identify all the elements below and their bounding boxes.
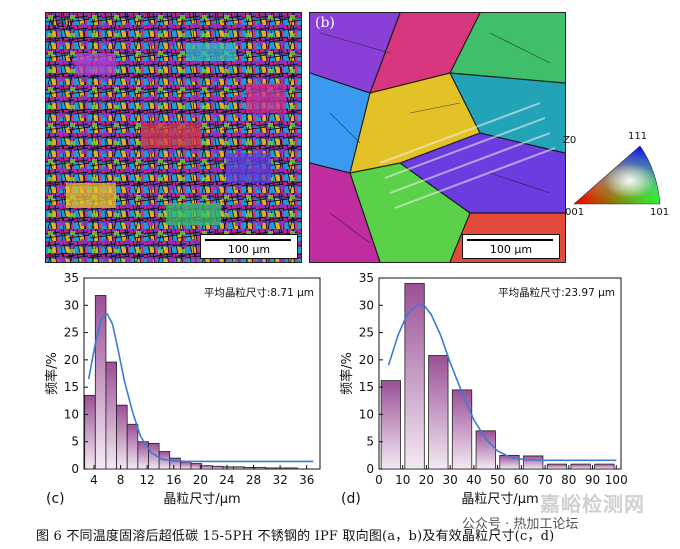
histogram-bar [523, 455, 544, 470]
histogram-bar [275, 467, 288, 470]
figure-caption: 图 6 不同温度固溶后超低碳 15-5PH 不锈钢的 IPF 取向图(a，b)及… [36, 529, 555, 544]
y-tick-label: 35 [359, 271, 374, 285]
fit-curve [87, 312, 314, 463]
panel-label: (d) [341, 491, 361, 507]
y-tick-label: 30 [64, 298, 79, 312]
histogram-bar [116, 404, 128, 470]
scale-bar-line [205, 239, 291, 241]
y-tick-label: 5 [366, 435, 374, 449]
histogram-bar [594, 463, 615, 470]
scale-bar-text: 100 μm [227, 243, 271, 256]
x-tick-label: 8 [117, 473, 125, 487]
ipf-map-b: (b) 100 μm [309, 12, 566, 263]
panel-label-a: (a) [51, 15, 71, 31]
x-tick-label: 40 [466, 473, 481, 487]
histogram-bar [380, 380, 401, 470]
histogram-bar [451, 389, 473, 470]
histogram-bar [286, 467, 298, 470]
ipf-triangle [573, 145, 661, 205]
x-tick-label: 20 [193, 473, 208, 487]
ipf-color-key: Z0 111 001 101 [562, 128, 674, 220]
histogram-bar [105, 361, 117, 470]
histogram-bar [428, 355, 449, 470]
x-tick-label: 30 [443, 473, 458, 487]
x-tick-label: 10 [395, 473, 410, 487]
ipf-map-a-image [46, 13, 301, 262]
x-axis-label: 晶粒尺寸/μm [461, 492, 538, 507]
x-tick-label: 28 [246, 473, 261, 487]
x-tick-label: 70 [537, 473, 552, 487]
y-tick-label: 35 [64, 271, 79, 285]
y-axis-label: 频率/% [44, 352, 60, 395]
x-tick-label: 100 [605, 473, 628, 487]
y-tick-label: 0 [366, 462, 374, 476]
ipf-label-001: 001 [565, 207, 585, 218]
histogram-bar [254, 466, 266, 470]
mean-size-annotation: 平均晶粒尺寸:8.71 μm [204, 286, 314, 299]
wechat-account: 公众号 · 热加工论坛 [462, 517, 579, 532]
scale-bar-b: 100 μm [462, 234, 560, 259]
scale-bar-line [467, 239, 553, 241]
y-axis-label: 频率/% [339, 352, 355, 395]
histogram-bar [84, 394, 96, 470]
y-tick-label: 15 [64, 380, 79, 394]
histogram-bar [546, 463, 568, 470]
y-tick-label: 10 [64, 407, 79, 421]
fit-curve [387, 304, 617, 462]
y-tick-label: 30 [359, 298, 374, 312]
y-tick-label: 15 [359, 380, 374, 394]
x-axis-label: 晶粒尺寸/μm [163, 492, 240, 507]
histogram-bar [404, 283, 425, 470]
histogram-bar [265, 467, 277, 470]
x-tick-label: 90 [585, 473, 600, 487]
scale-bar-text: 100 μm [489, 243, 533, 256]
x-tick-label: 20 [419, 473, 434, 487]
ipf-map-a: (a) 100 μm [45, 12, 302, 263]
x-tick-label: 50 [490, 473, 505, 487]
x-tick-label: 24 [219, 473, 234, 487]
panel-label: (c) [46, 491, 65, 507]
histogram-bar [570, 463, 591, 470]
x-tick-label: 36 [299, 473, 314, 487]
histogram-bar [126, 423, 139, 470]
x-tick-label: 80 [561, 473, 576, 487]
x-tick-label: 0 [375, 473, 383, 487]
histogram-bar [475, 430, 496, 470]
y-tick-label: 20 [64, 353, 79, 367]
y-tick-label: 25 [359, 326, 374, 340]
grain-size-histogram-c: 0 5 10 15 20 25 30 35 4 8 12 16 20 24 28 32 36 平均晶粒尺寸:8.7… [44, 271, 321, 507]
x-tick-label: 4 [90, 473, 98, 487]
histogram-bar [233, 466, 245, 470]
x-tick-label: 12 [140, 473, 155, 487]
histogram-bar [222, 466, 234, 470]
y-tick-label: 5 [71, 435, 79, 449]
y-tick-label: 20 [359, 353, 374, 367]
ipf-axis-label: Z0 [563, 135, 577, 146]
ipf-map-b-image [310, 13, 565, 262]
panel-label-b: (b) [315, 15, 335, 31]
x-tick-label: 32 [272, 473, 287, 487]
y-tick-label: 25 [64, 326, 79, 340]
grain-size-histogram-d: 0 5 10 15 20 25 30 35 0 10 20 30 40 50 60 70 80 90 100 平均晶粒… [339, 271, 628, 507]
histogram-bar [201, 465, 213, 470]
y-tick-label: 10 [359, 407, 374, 421]
mean-size-annotation: 平均晶粒尺寸:23.97 μm [498, 286, 615, 299]
x-tick-label: 60 [514, 473, 529, 487]
ipf-label-111: 111 [628, 131, 648, 142]
histogram-bar [179, 461, 192, 470]
y-tick-label: 0 [71, 462, 79, 476]
histogram-bar [211, 465, 224, 470]
ipf-label-101: 101 [650, 207, 670, 218]
scale-bar-a: 100 μm [200, 234, 298, 259]
x-tick-label: 16 [166, 473, 181, 487]
watermark: 嘉峪检测网 [540, 492, 645, 516]
